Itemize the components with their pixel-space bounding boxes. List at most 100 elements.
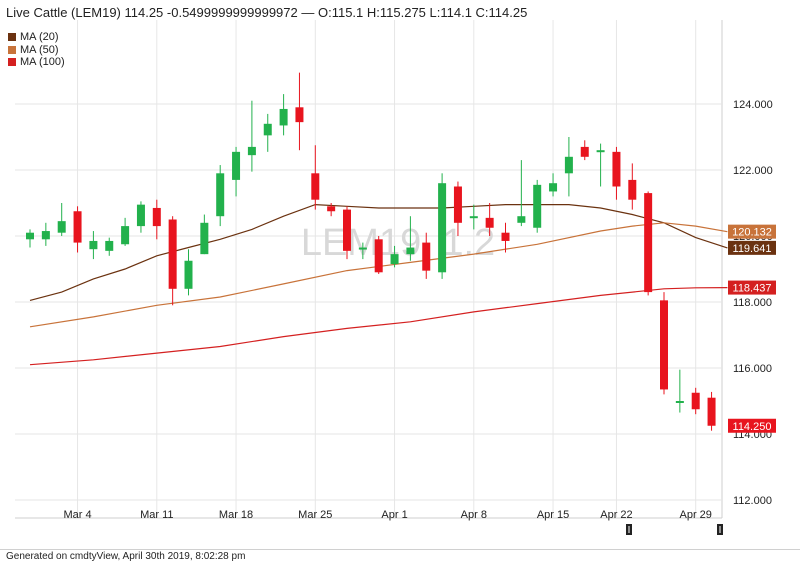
ma100-price-tag-text: 118.437 [733, 283, 772, 295]
x-tick-label: Mar 11 [140, 509, 173, 521]
footer: Generated on cmdtyView, April 30th 2019,… [0, 549, 800, 563]
candle [26, 229, 34, 248]
candle [644, 191, 653, 296]
candle [675, 369, 684, 413]
candle [533, 179, 542, 233]
candle [73, 206, 82, 253]
x-tick-label: Apr 22 [600, 509, 632, 521]
candle-body [89, 240, 98, 250]
candle-body [707, 397, 716, 426]
candle [549, 173, 558, 197]
x-tick-label: Mar 18 [219, 509, 253, 521]
candle-body [105, 240, 114, 251]
legend-label-ma20: MA (20) [20, 31, 59, 43]
legend-label-ma100: MA (100) [20, 56, 65, 68]
candle [596, 143, 605, 187]
candle-body [41, 231, 50, 240]
candle [406, 216, 415, 261]
x-tick-label: Mar 25 [298, 509, 332, 521]
candle [660, 292, 668, 395]
candle [121, 217, 130, 246]
candle-body [358, 247, 367, 250]
y-tick-label: 118.000 [733, 297, 772, 309]
candle [200, 214, 209, 255]
chart-title: Live Cattle (LEM19) 114.25 -0.5499999999… [6, 5, 528, 20]
candle-body [279, 108, 288, 126]
candle-body [438, 183, 447, 273]
x-tick-label: Apr 15 [537, 509, 569, 521]
candle-body [533, 184, 542, 228]
legend-swatch-ma100 [8, 58, 16, 67]
candle-body [136, 204, 145, 227]
candle-body [469, 216, 478, 219]
ma-line-2 [29, 287, 728, 366]
candle-body [216, 173, 225, 217]
footer-text: Generated on cmdtyView, April 30th 2019,… [6, 551, 246, 562]
candle [41, 222, 50, 246]
candle [327, 203, 336, 217]
candle [422, 232, 431, 279]
legend-swatch-ma20 [8, 33, 16, 42]
legend-item-ma20[interactable]: MA (20) [8, 31, 65, 44]
candle-body [628, 179, 637, 200]
candle [517, 160, 526, 227]
y-tick-label: 116.000 [733, 363, 772, 375]
candle [168, 216, 177, 306]
candle-body [501, 232, 510, 241]
ma20-price-tag-text: 119.641 [733, 243, 772, 255]
candle [390, 245, 399, 268]
legend-item-ma50[interactable]: MA (50) [8, 44, 65, 57]
x-tick-label: Apr 1 [381, 509, 407, 521]
candle [184, 249, 193, 296]
legend-item-ma100[interactable]: MA (100) [8, 56, 65, 69]
grid [15, 20, 723, 519]
legend: MA (20) MA (50) MA (100) [8, 31, 65, 69]
x-axis: Mar 4 Mar 11 Mar 18 Mar 25 Apr 1 Apr 8 Apr 15 A… [63, 509, 723, 535]
candle-body [485, 217, 494, 228]
candle [469, 204, 478, 230]
candle [295, 72, 304, 151]
candle-body [232, 151, 241, 180]
candle [152, 199, 161, 240]
y-tick-label: 122.000 [733, 165, 773, 177]
candle-body [644, 193, 653, 293]
candle-body [152, 207, 161, 227]
y-axis: 112.000114.000116.000118.000120.000122.0… [733, 99, 773, 507]
candle-body [168, 219, 177, 289]
candle-body [374, 239, 383, 273]
candle [501, 222, 510, 253]
candle [691, 387, 700, 415]
candle-body [247, 146, 256, 156]
candle-body [263, 123, 272, 136]
legend-label-ma50: MA (50) [20, 43, 59, 56]
x-tick-label: Mar 4 [63, 509, 91, 521]
candle-body [517, 216, 526, 223]
ma50-price-tag-bg [728, 224, 776, 239]
candle [374, 236, 383, 274]
candle [580, 140, 589, 161]
candle-body [675, 401, 684, 403]
candle-body [57, 221, 66, 233]
candle-body [73, 211, 82, 243]
candle-body [26, 232, 34, 240]
candle-body [121, 226, 130, 245]
candle-body [422, 242, 431, 271]
candles [26, 72, 716, 431]
candle-body [691, 392, 700, 410]
candle [564, 137, 573, 197]
candle [628, 163, 637, 210]
candle-body [596, 150, 605, 153]
x-tick-label: Apr 8 [461, 509, 487, 521]
candle [343, 206, 351, 260]
candle-body [327, 206, 336, 212]
candle [485, 203, 494, 236]
y-tick-label: 112.000 [733, 495, 772, 507]
candle [247, 100, 256, 172]
candle [707, 391, 716, 431]
ma100-price-tag-bg [728, 280, 776, 295]
last-price-tag-bg [728, 418, 776, 433]
candle-body [564, 156, 573, 174]
candle [612, 146, 621, 200]
ma20-price-tag-bg [728, 240, 776, 255]
